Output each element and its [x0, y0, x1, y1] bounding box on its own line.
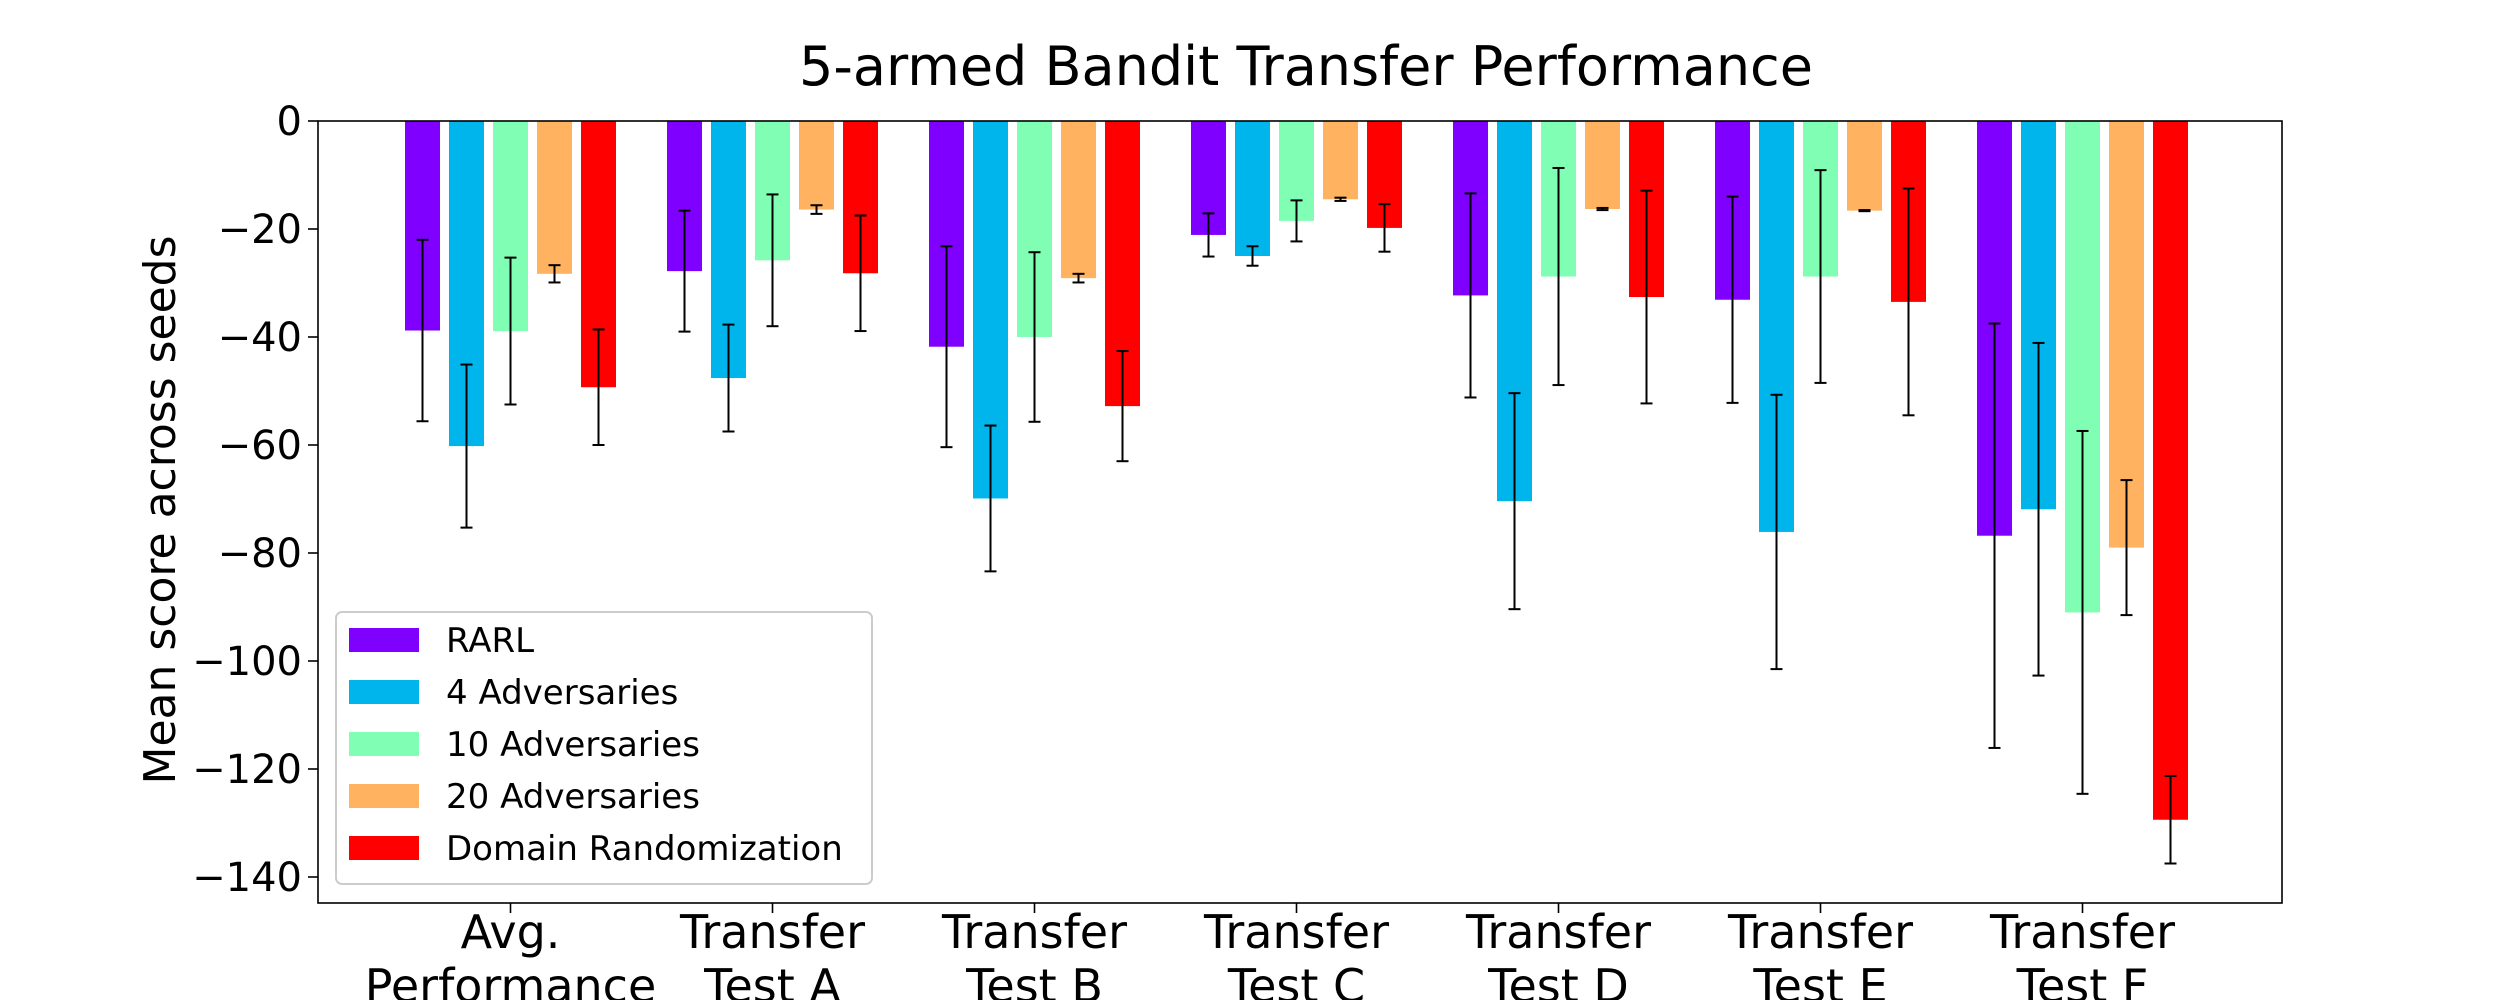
error-bar: [854, 214, 867, 333]
y-tick-label: −100: [192, 639, 302, 685]
legend-label: RARL: [446, 621, 534, 661]
plot-area: 0 −20 −40 −60 −80 −100 −120 −140 Avg. Performance…: [192, 99, 2283, 1000]
legend-swatch: [349, 836, 419, 860]
bar-20-adversaries-0: [537, 121, 572, 274]
y-tick-label: 0: [277, 99, 302, 145]
x-tick-label: Transfer Test E: [1727, 905, 1913, 1000]
error-bar: [1726, 195, 1739, 404]
error-bar: [940, 245, 953, 449]
error-bar: [1640, 189, 1653, 405]
error-bar: [1378, 203, 1391, 253]
chart-title: 5-armed Bandit Transfer Performance: [799, 35, 1813, 98]
error-bar: [1028, 251, 1041, 423]
bar-4-adversaries-3: [1235, 121, 1270, 256]
error-bar: [2032, 341, 2045, 677]
x-tick-label: Transfer Test C: [1203, 905, 1389, 1000]
axes-frame: [317, 120, 2283, 904]
bar-20-adversaries-3: [1323, 121, 1358, 200]
bar-20-adversaries-5: [1847, 121, 1882, 211]
error-bar: [416, 238, 429, 423]
error-bar: [1246, 245, 1259, 267]
error-bar: [2076, 429, 2089, 795]
error-bar: [1988, 322, 2001, 749]
legend-label: 10 Adversaries: [446, 725, 700, 765]
error-bar: [1334, 196, 1347, 202]
y-tick-label: −80: [218, 531, 302, 577]
error-bar: [548, 264, 561, 284]
error-bar: [592, 328, 605, 446]
x-tick-label: Transfer Test F: [1989, 905, 2175, 1000]
error-bar: [1290, 199, 1303, 243]
bar-20-adversaries-1: [799, 121, 834, 210]
error-bar: [766, 193, 779, 328]
error-bar: [2120, 479, 2133, 617]
y-tick-label: −20: [218, 207, 302, 253]
bar-20-adversaries-4: [1585, 121, 1620, 210]
error-bar: [722, 323, 735, 433]
x-tick-label: Avg. Performance: [365, 905, 657, 1000]
legend: RARL 4 Adversaries 10 Adversaries 20 Advers…: [335, 611, 873, 885]
legend-box: [335, 611, 873, 885]
bar-domain-randomization-6: [2153, 121, 2188, 820]
x-tick-label: Transfer Test B: [941, 905, 1127, 1000]
error-bar: [810, 204, 823, 215]
legend-label: 4 Adversaries: [446, 673, 678, 713]
y-tick-label: −60: [218, 423, 302, 469]
error-bar: [1464, 192, 1477, 399]
error-bar: [504, 256, 517, 406]
y-tick-label: −120: [192, 747, 302, 793]
error-bar: [1552, 166, 1565, 387]
legend-label: Domain Randomization: [446, 829, 843, 869]
error-bar: [2164, 775, 2177, 865]
error-bar: [1072, 272, 1085, 284]
error-bar: [678, 209, 691, 333]
legend-swatch: [349, 732, 419, 756]
bar-20-adversaries-2: [1061, 121, 1096, 279]
error-bar: [1596, 206, 1609, 212]
y-tick-label: −40: [218, 315, 302, 361]
error-bar: [1202, 212, 1215, 258]
legend-swatch: [349, 680, 419, 704]
error-bar: [460, 363, 473, 529]
error-bar: [1902, 187, 1915, 417]
x-tick-label: Transfer Test D: [1465, 905, 1651, 1000]
error-bar: [1116, 350, 1129, 463]
y-axis-label: Mean score across seeds: [135, 235, 186, 784]
legend-swatch: [349, 628, 419, 652]
error-bar: [1770, 393, 1783, 671]
error-bar: [1858, 209, 1871, 213]
error-bar: [1814, 169, 1827, 384]
error-bar: [984, 424, 997, 573]
error-bar: [1508, 392, 1521, 611]
y-tick-label: −140: [192, 855, 302, 901]
legend-swatch: [349, 784, 419, 808]
bar-20-adversaries-6: [2109, 121, 2144, 548]
x-tick-label: Transfer Test A: [679, 905, 865, 1000]
legend-label: 20 Adversaries: [446, 777, 700, 817]
